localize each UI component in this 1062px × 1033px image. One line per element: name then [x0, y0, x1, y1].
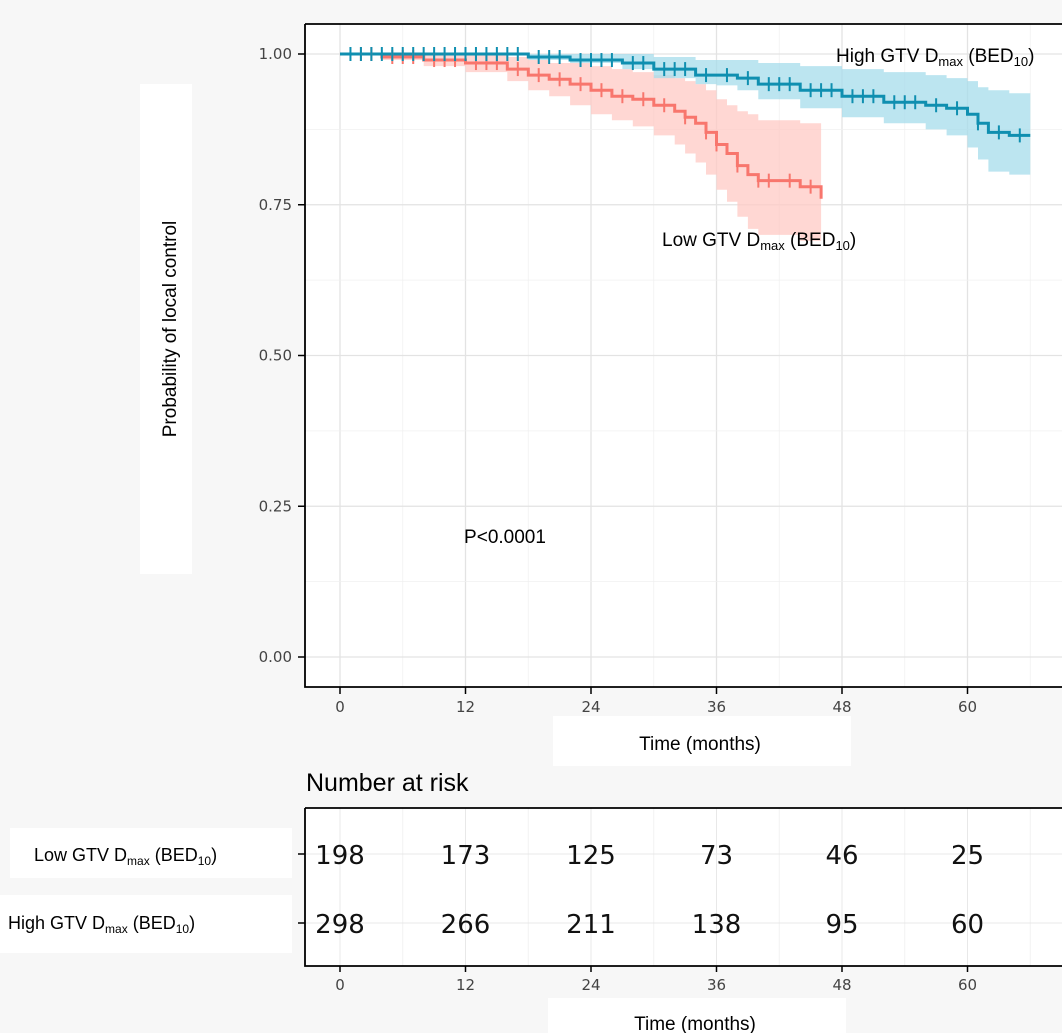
risk-row-label-box-0 [10, 828, 292, 878]
risk-x-ticks: 0 12 24 36 48 60 [335, 966, 977, 994]
risk-value: 198 [315, 841, 365, 871]
y-axis-label: Probability of local control [160, 221, 181, 438]
x-tick-label: 48 [832, 698, 851, 716]
risk-row-label-box-1 [0, 895, 292, 953]
risk-value: 25 [951, 841, 984, 871]
risk-value: 298 [315, 910, 365, 940]
risk-value: 73 [700, 841, 733, 871]
risk-x-axis-label: Time (months) [634, 1014, 756, 1033]
risk-x-tick-label: 12 [456, 976, 475, 994]
risk-value: 95 [825, 910, 858, 940]
risk-x-tick-label: 48 [832, 976, 851, 994]
y-tick-label: 1.00 [259, 45, 292, 63]
risk-table-grid [305, 808, 1062, 966]
y-ticks: 0.00 0.25 0.50 0.75 1.00 [259, 45, 305, 666]
risk-y-ticks [298, 853, 305, 924]
y-tick-label: 0.75 [259, 196, 292, 214]
xlabel-box [553, 716, 851, 766]
risk-value: 173 [441, 841, 491, 871]
risk-value: 266 [441, 910, 491, 940]
risk-xlabel-box [548, 998, 846, 1033]
y-tick-label: 0.50 [259, 347, 292, 365]
series-label-low: Low GTV Dmax (BED10) [662, 230, 856, 253]
x-tick-label: 0 [335, 698, 345, 716]
confidence-bands [340, 54, 1031, 241]
risk-row-label-low: Low GTV Dmax (BED10) [34, 845, 217, 868]
x-tick-label: 24 [581, 698, 600, 716]
series-label-high: High GTV Dmax (BED10) [836, 46, 1034, 69]
ylabel-box [140, 84, 192, 574]
risk-table-axes [304, 807, 1062, 967]
risk-table-title: Number at risk [306, 769, 469, 797]
risk-value: 60 [951, 910, 984, 940]
risk-value: 46 [825, 841, 858, 871]
risk-x-tick-label: 36 [707, 976, 726, 994]
x-tick-label: 36 [707, 698, 726, 716]
risk-value: 138 [692, 910, 742, 940]
risk-x-tick-label: 0 [335, 976, 345, 994]
x-axis-label: Time (months) [639, 734, 761, 755]
x-ticks: 0 12 24 36 48 60 [335, 687, 977, 716]
risk-values: 198 173 125 73 46 25 298 266 211 138 95 60 [315, 841, 984, 940]
x-tick-label: 60 [958, 698, 977, 716]
y-tick-label: 0.25 [259, 497, 292, 515]
risk-x-tick-label: 60 [958, 976, 977, 994]
p-value: P<0.0001 [464, 527, 546, 548]
risk-value: 211 [566, 910, 616, 940]
plot-axes [304, 24, 1062, 688]
y-tick-label: 0.00 [259, 648, 292, 666]
confidence-band-0 [340, 54, 822, 241]
confidence-band-1 [340, 54, 1031, 175]
x-tick-label: 12 [456, 698, 475, 716]
risk-row-label-high: High GTV Dmax (BED10) [8, 913, 195, 936]
risk-value: 125 [566, 841, 616, 871]
risk-table-panel [305, 808, 1062, 966]
censor-marks [349, 47, 1021, 194]
risk-x-tick-label: 24 [581, 976, 600, 994]
